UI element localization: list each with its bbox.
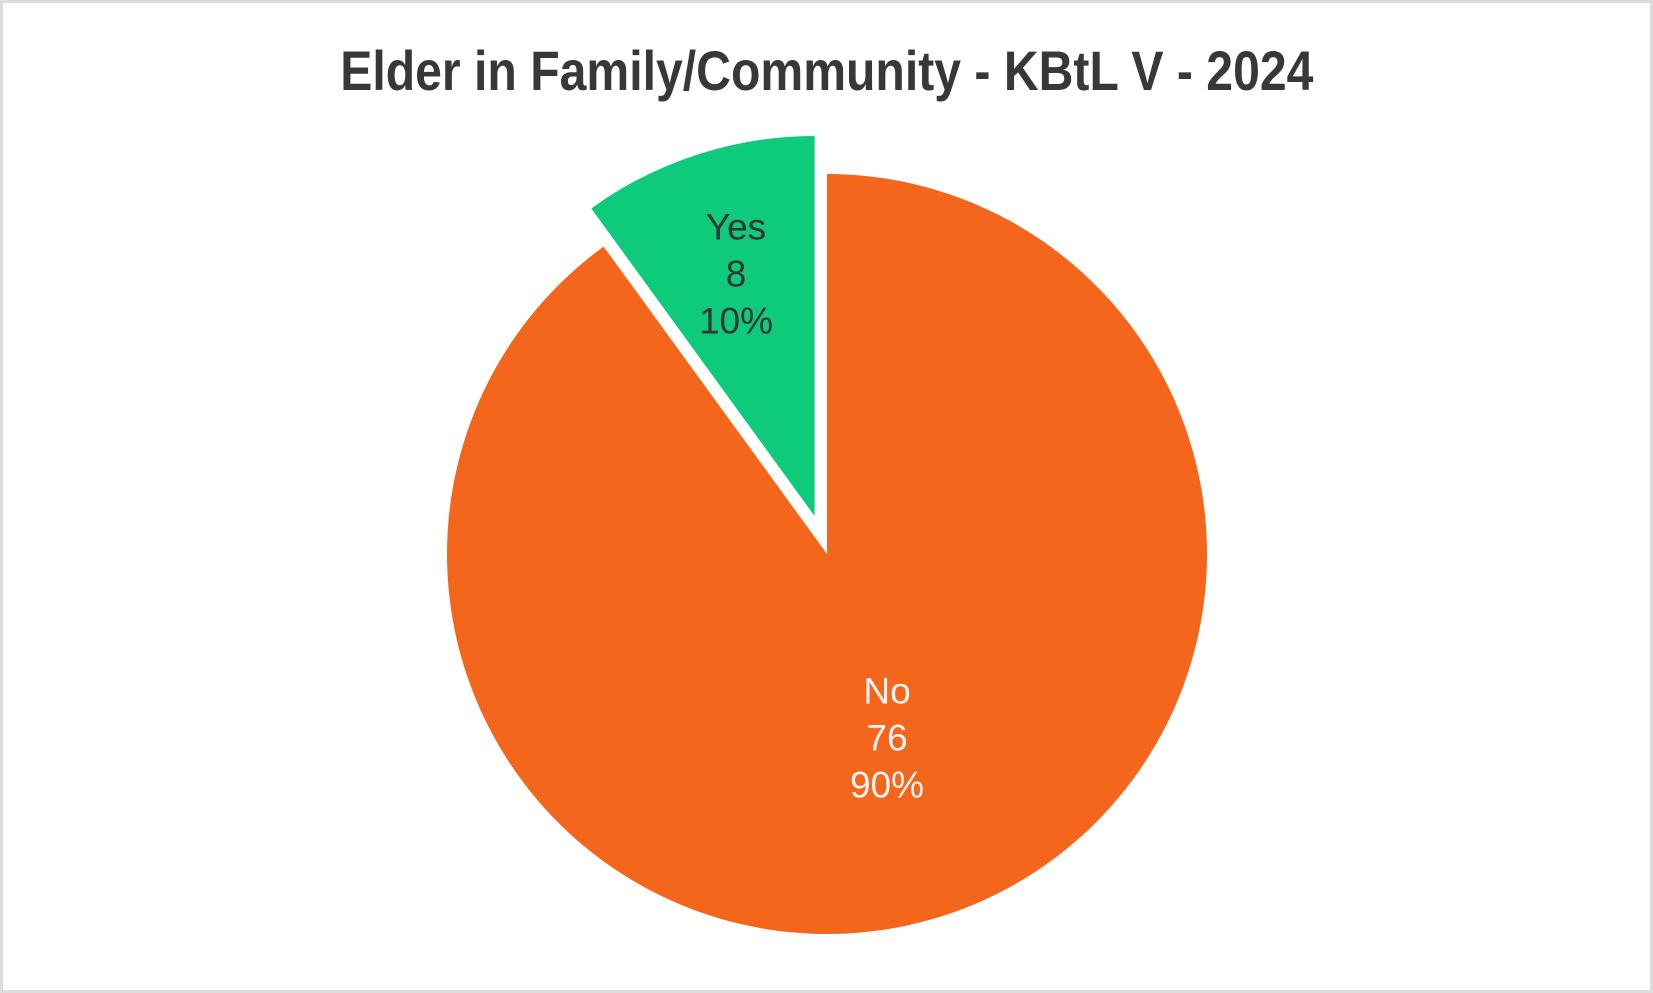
slice-category-label: No: [863, 670, 911, 712]
slice-category-label: Yes: [705, 206, 767, 248]
pie-slice-yes: [591, 136, 815, 516]
slice-value-label: 76: [866, 717, 908, 759]
data-label-no: No 76 90%: [850, 668, 924, 809]
slice-value-label: 8: [725, 253, 747, 295]
chart-title-text: Elder in Family/Community - KBtL V - 202…: [339, 39, 1314, 102]
slice-percent-label: 90%: [849, 764, 925, 806]
chart-title: Elder in Family/Community - KBtL V - 202…: [0, 36, 1653, 106]
pie-slice-no: [446, 174, 1207, 934]
data-label-yes: Yes 8 10%: [699, 204, 773, 345]
slice-percent-label: 10%: [698, 300, 774, 342]
